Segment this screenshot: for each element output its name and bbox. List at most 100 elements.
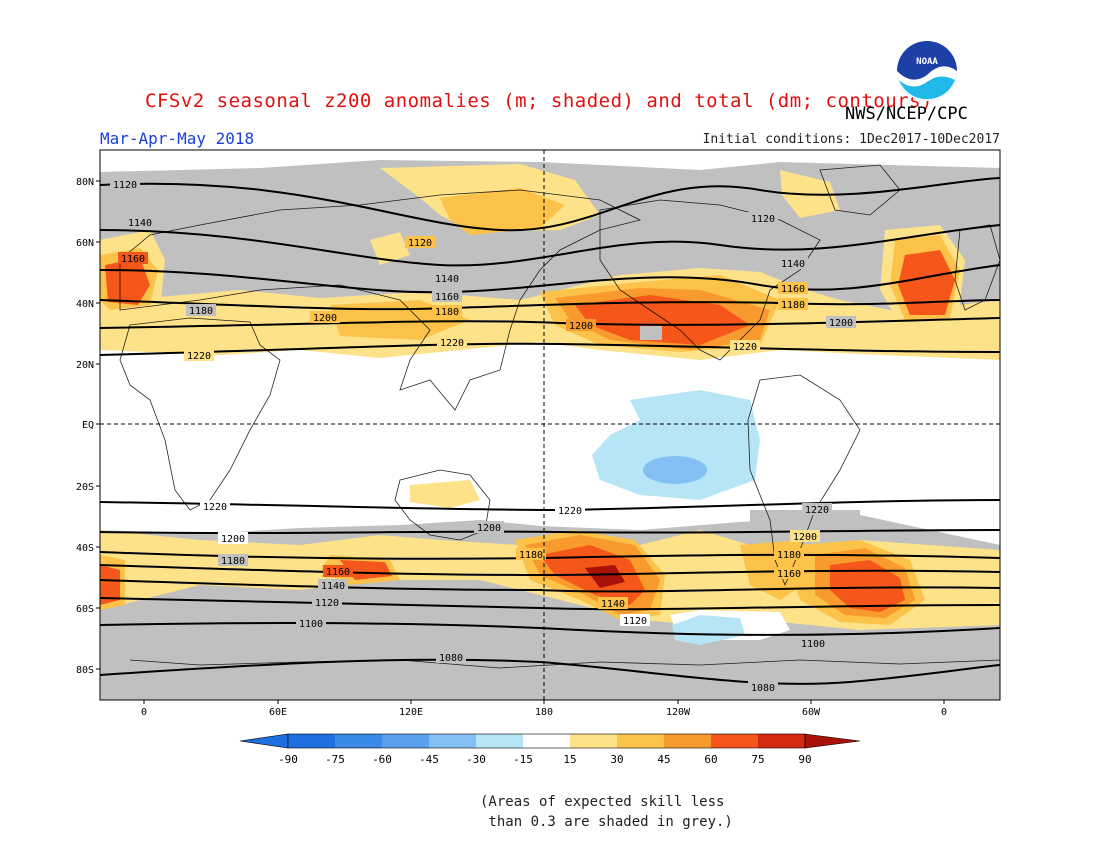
lon-label-0-right: 0 <box>941 707 947 718</box>
contour-label-s1220b: 1220 <box>558 506 582 517</box>
skill-footnote: (Areas of expected skill less than 0.3 a… <box>480 794 733 830</box>
lon-label-120e: 120E <box>399 707 423 718</box>
contour-label-n1140b: 1140 <box>435 274 459 285</box>
contour-n1120 <box>100 177 1000 232</box>
season-label: Mar-Apr-May 2018 <box>100 129 255 148</box>
map-title: CFSv2 seasonal z200 anomalies (m; shaded… <box>145 90 933 112</box>
contour-label-s1160: 1160 <box>326 567 350 578</box>
coast-antarctica <box>129 659 1000 669</box>
contour-label-n1200: 1200 <box>313 313 337 324</box>
colorbar-swatch-9 <box>664 734 711 748</box>
contour-label-s1080b: 1080 <box>751 683 775 694</box>
contour-label-n1140: 1140 <box>128 218 152 229</box>
colorbar-swatch-6 <box>523 734 570 748</box>
colorbar-swatch-1 <box>288 734 335 748</box>
colorbar-left-arrow <box>239 733 289 749</box>
contour-label-n1180b: 1180 <box>435 307 459 318</box>
contour-label-n1220c: 1220 <box>733 342 757 353</box>
lat-label-40n: 40N <box>76 299 94 310</box>
lon-label-60e: 60E <box>269 707 287 718</box>
colorbar-label: -30 <box>466 753 486 766</box>
colorbar-label: -60 <box>372 753 392 766</box>
coast-greenland <box>819 164 901 216</box>
colorbar-label: 45 <box>657 753 670 766</box>
contour-label-s1220c: 1220 <box>805 505 829 516</box>
map-plot-area: 1120 1120 1120 1140 1140 1140 1160 1160 … <box>100 150 1000 700</box>
coast-australia <box>394 469 491 541</box>
contour-label-s1140: 1140 <box>321 581 345 592</box>
colorbar-label: -45 <box>419 753 439 766</box>
colorbar-right-arrow <box>804 733 861 749</box>
contour-label-n1160b: 1160 <box>435 292 459 303</box>
contour-n1160 <box>100 264 1000 294</box>
lon-label-0: 0 <box>141 707 147 718</box>
colorbar-swatch-10 <box>711 734 758 748</box>
contour-label-s1100: 1100 <box>299 619 323 630</box>
longitude-axis: 0 60E 120E 180 120W 60W 0 <box>141 700 947 718</box>
lat-label-60s: 60S <box>76 604 94 615</box>
contour-labels: 1120 1120 1120 1140 1140 1140 1160 1160 … <box>110 178 856 694</box>
contour-label-s1160b: 1160 <box>777 569 801 580</box>
contour-label-n1180: 1180 <box>189 306 213 317</box>
colorbar-label: 75 <box>751 753 764 766</box>
contour-s1140 <box>100 579 1000 593</box>
lat-label-80n: 80N <box>76 177 94 188</box>
lat-label-80s: 80S <box>76 665 94 676</box>
colorbar-swatch-11 <box>758 734 805 748</box>
lat-label-60n: 60N <box>76 238 94 249</box>
contour-label-n1160: 1160 <box>121 254 145 265</box>
colorbar-label: 15 <box>563 753 576 766</box>
contour-n1140 <box>100 224 1000 267</box>
contour-label-s1120: 1120 <box>315 598 339 609</box>
contour-label-s1100b: 1100 <box>801 639 825 650</box>
contour-label-s1180c: 1180 <box>777 550 801 561</box>
noaa-logo: NOAA <box>897 41 957 101</box>
colorbar-label: 60 <box>704 753 717 766</box>
contour-label-s1200c: 1200 <box>793 532 817 543</box>
noaa-logo-text: NOAA <box>916 57 938 67</box>
contour-label-n1120b: 1120 <box>408 238 432 249</box>
contour-label-s1200b: 1200 <box>477 523 501 534</box>
colorbar-label: 30 <box>610 753 623 766</box>
contour-s1080 <box>100 658 1000 685</box>
contour-label-s1200: 1200 <box>221 534 245 545</box>
contour-label-n1200c: 1200 <box>829 318 853 329</box>
latitude-axis: 80N 60N 40N 20N EQ 20S 40S 60S 80S <box>76 177 100 676</box>
colorbar-label: 90 <box>798 753 811 766</box>
lon-label-120w: 120W <box>666 707 691 718</box>
lat-label-20s: 20S <box>76 482 94 493</box>
contour-s1200 <box>100 529 1000 534</box>
lon-label-60w: 60W <box>802 707 821 718</box>
contour-label-n1140c: 1140 <box>781 259 805 270</box>
contour-label-n1160c: 1160 <box>781 284 805 295</box>
contour-label-s1180: 1180 <box>221 556 245 567</box>
colorbar: -90 -75 -60 -45 -30 -15 15 30 45 60 75 9… <box>239 733 861 766</box>
contour-label-n1220: 1220 <box>187 351 211 362</box>
contour-label-s1220: 1220 <box>203 502 227 513</box>
map-frame <box>99 149 1001 701</box>
lon-label-180: 180 <box>535 707 553 718</box>
colorbar-label: -15 <box>513 753 533 766</box>
contour-n1180 <box>100 299 1000 311</box>
coast-africa <box>119 317 281 511</box>
contour-s1160 <box>100 564 1000 577</box>
contour-label-n1120: 1120 <box>113 180 137 191</box>
contour-label-s1120b: 1120 <box>623 616 647 627</box>
colorbar-swatch-3 <box>382 734 429 748</box>
contour-label-s1140b: 1140 <box>601 599 625 610</box>
colorbar-swatch-2 <box>335 734 382 748</box>
negative-anomaly <box>592 390 790 645</box>
colorbar-label: -90 <box>278 753 298 766</box>
contour-n1220 <box>100 342 1000 356</box>
contour-label-s1080: 1080 <box>439 653 463 664</box>
colorbar-swatch-8 <box>617 734 664 748</box>
contour-label-n1180c: 1180 <box>781 300 805 311</box>
contour-label-s1180b: 1180 <box>519 550 543 561</box>
contour-label-n1200b: 1200 <box>569 321 593 332</box>
height-contours <box>100 177 1000 685</box>
colorbar-swatch-4 <box>429 734 476 748</box>
colorbar-label: -75 <box>325 753 345 766</box>
colorbar-swatch-7 <box>570 734 617 748</box>
contour-label-n1120c: 1120 <box>751 214 775 225</box>
